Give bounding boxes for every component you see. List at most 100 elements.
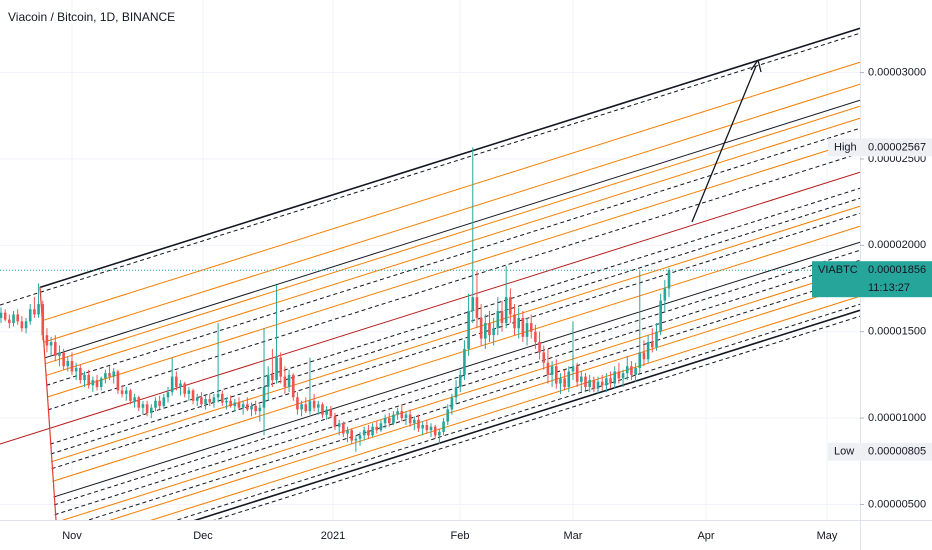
candle-body: [83, 374, 86, 381]
candle-body: [379, 423, 383, 431]
candle-body: [95, 380, 99, 387]
candle-body: [584, 376, 587, 387]
candle-body: [20, 321, 24, 329]
candle-body: [275, 357, 278, 381]
candle-body: [346, 430, 349, 434]
candle-body: [504, 297, 508, 324]
candle-body: [513, 314, 516, 329]
candle-body: [212, 397, 216, 403]
channel-line: [0, 171, 860, 445]
candle-body: [446, 409, 450, 422]
candle-body: [191, 390, 195, 401]
x-tick-label: Feb: [451, 530, 470, 542]
candle-body: [225, 400, 228, 403]
pitchfork: [0, 27, 860, 520]
candle-body: [429, 426, 433, 431]
marker-value: 0.00000805: [868, 446, 926, 458]
candle-body: [563, 378, 566, 387]
candle-body: [371, 426, 374, 436]
channel-line: [193, 309, 860, 520]
candle-body: [471, 297, 475, 311]
channel-line: [43, 83, 860, 343]
candle-body: [179, 383, 182, 387]
candle-body: [79, 367, 82, 381]
candle-body: [571, 366, 575, 372]
candle-body: [417, 419, 420, 429]
candle-body: [33, 309, 36, 315]
candle-body: [124, 390, 128, 394]
candle-body: [605, 378, 608, 386]
chart-title: Viacoin / Bitcoin, 1D, BINANCE: [8, 10, 175, 24]
candle-body: [588, 380, 591, 387]
candle-body: [87, 374, 90, 386]
candle-body: [291, 374, 295, 398]
candle-body: [550, 366, 554, 375]
arrow-head: [750, 59, 762, 73]
candle-body: [112, 371, 116, 377]
x-tick-label: Mar: [564, 530, 583, 542]
candle-body: [475, 297, 479, 318]
candle-body: [170, 376, 174, 393]
candle-body: [534, 331, 537, 343]
channel-line: [42, 61, 860, 322]
candle-body: [329, 409, 333, 417]
channel-line: [46, 139, 860, 398]
channel-line: [50, 197, 860, 455]
candle-body: [308, 400, 312, 412]
arrow-line: [691, 65, 757, 223]
channel-line: [175, 303, 860, 520]
x-tick-label: Nov: [62, 530, 82, 542]
candle-body: [233, 402, 237, 406]
candle-body: [258, 407, 262, 412]
y-tick-label: 0.00002000: [868, 239, 926, 251]
channel-line: [213, 315, 860, 520]
candle-body: [296, 397, 299, 410]
y-tick-label: 0.00001000: [868, 412, 926, 424]
candle-body: [467, 310, 470, 349]
candle-body: [154, 400, 157, 408]
candle-body: [304, 404, 308, 412]
candle-body: [529, 323, 533, 332]
candle-body: [542, 352, 546, 363]
candle-body: [642, 352, 646, 360]
candle-body: [454, 386, 458, 398]
candle-body: [200, 397, 203, 405]
candle-body: [546, 362, 550, 375]
candle-body: [358, 435, 362, 439]
candle-body: [559, 378, 562, 384]
last-value: 0.00001856: [868, 264, 926, 276]
channel-line: [39, 27, 860, 289]
overlay: Nov Dec 2021 Feb Mar Apr May 0.00003000 0.000025…: [0, 66, 932, 542]
candle-body: [617, 371, 621, 379]
candle-body: [375, 426, 379, 431]
candle-body: [421, 424, 424, 429]
candle-body: [458, 374, 462, 387]
last-symbol: VIABTC: [818, 264, 858, 276]
candle-body: [333, 416, 337, 427]
candle-body: [525, 323, 529, 337]
candle-body: [567, 371, 571, 387]
candle-body: [204, 399, 207, 405]
candle-body: [479, 317, 483, 339]
candle-body: [53, 342, 57, 356]
candle-body: [37, 304, 40, 315]
candle-body: [625, 366, 629, 374]
candle-body: [350, 430, 353, 441]
candle-body: [254, 405, 257, 412]
candle-body: [137, 397, 141, 408]
channel-line: [150, 295, 860, 520]
candle-body: [99, 378, 103, 387]
marker-badge: [828, 138, 932, 157]
candle-body: [283, 376, 287, 387]
channel-line: [61, 267, 860, 520]
candle-body: [166, 392, 170, 398]
candle-body: [580, 376, 583, 382]
candle-body: [638, 352, 642, 368]
candle-body: [433, 426, 437, 436]
channel-line: [51, 205, 860, 463]
candle-body: [133, 397, 136, 401]
candle-body: [208, 399, 212, 403]
candle-body: [116, 371, 120, 391]
channel-line: [52, 225, 860, 482]
